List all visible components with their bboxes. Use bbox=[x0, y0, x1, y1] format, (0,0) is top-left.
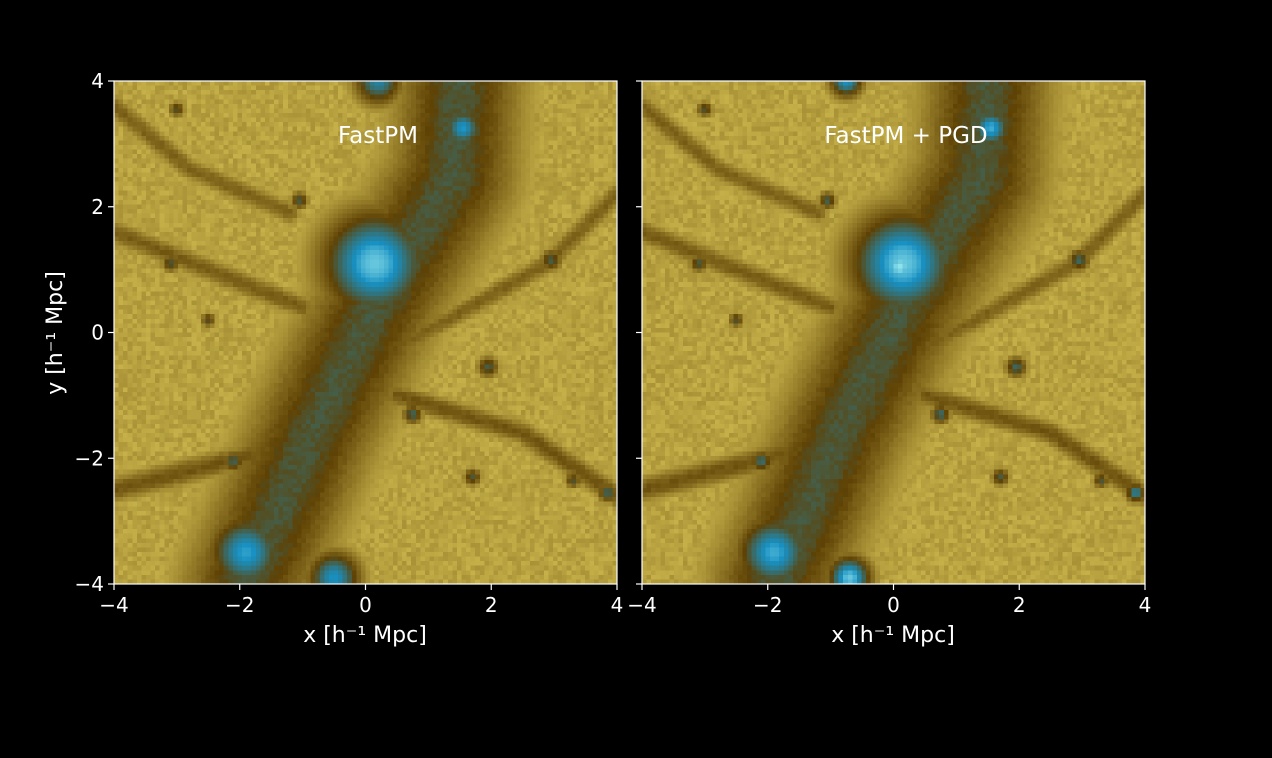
x-tick-label: −4 bbox=[99, 593, 128, 617]
x-tick-label: 0 bbox=[359, 593, 372, 617]
x-axis-label-fastpm-pgd: x [h⁻¹ Mpc] bbox=[831, 623, 955, 648]
x-tick-label: 4 bbox=[611, 593, 624, 617]
x-tick-label: 2 bbox=[485, 593, 498, 617]
panel-title-fastpm: FastPM bbox=[338, 123, 418, 149]
x-axis-label-fastpm: x [h⁻¹ Mpc] bbox=[303, 623, 427, 648]
panel-fastpm: −4 −2 0 2 4 −4 −2 0 2 4 FastPM x [h⁻¹ Mpc] y [h⁻… bbox=[43, 69, 623, 648]
y-tick-label: −2 bbox=[75, 446, 104, 470]
panel-fastpm-pgd: −4 −2 0 2 4 FastPM + PGD x [h⁻¹ Mpc] bbox=[627, 80, 1151, 648]
x-tick-label: 0 bbox=[887, 593, 900, 617]
x-axis-ticks-fastpm-pgd: −4 −2 0 2 4 bbox=[627, 584, 1151, 617]
y-tick-label: 0 bbox=[91, 321, 104, 345]
y-tick-label: 4 bbox=[91, 69, 104, 93]
x-axis-ticks-fastpm: −4 −2 0 2 4 bbox=[99, 584, 623, 617]
y-axis-label: y [h⁻¹ Mpc] bbox=[43, 271, 68, 395]
density-heatmap-fastpm-pgd bbox=[642, 81, 1145, 584]
panel-title-fastpm-pgd: FastPM + PGD bbox=[824, 123, 987, 149]
density-heatmap-fastpm bbox=[114, 81, 617, 584]
x-tick-label: −2 bbox=[225, 593, 254, 617]
x-tick-label: −2 bbox=[753, 593, 782, 617]
x-tick-label: 2 bbox=[1013, 593, 1026, 617]
y-tick-label: 2 bbox=[91, 195, 104, 219]
y-axis-ticks-fastpm-pgd bbox=[636, 80, 642, 585]
x-tick-label: 4 bbox=[1139, 593, 1152, 617]
x-tick-label: −4 bbox=[627, 593, 656, 617]
y-axis-ticks-fastpm: −4 −2 0 2 4 bbox=[75, 69, 114, 596]
y-tick-label: −4 bbox=[75, 572, 104, 596]
